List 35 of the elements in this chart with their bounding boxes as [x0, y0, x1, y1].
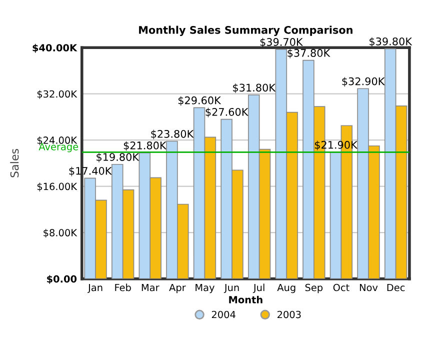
data-label: $21.80K — [124, 141, 167, 151]
ref-line-label: Average — [38, 143, 78, 152]
data-label: $39.70K — [260, 38, 304, 48]
x-tick-label: Apr — [169, 284, 186, 294]
chart-title: Monthly Sales Summary Comparison — [139, 26, 352, 36]
x-axis-title: Month — [229, 296, 262, 304]
x-tick-label: Jul — [252, 284, 264, 293]
data-label: $39.80K — [370, 37, 412, 47]
y-tick-label: $8.00K — [44, 228, 78, 238]
x-tick-label: Dec — [387, 284, 405, 292]
data-label: $27.60K — [206, 108, 248, 118]
legend-label: 2003 — [277, 310, 301, 318]
x-tick-label: Jun — [224, 284, 239, 293]
x-tick-label: Feb — [115, 284, 131, 292]
y-tick-label: $24.00K — [37, 136, 78, 146]
x-tick-label: Jan — [88, 284, 102, 293]
legend-label: 2004 — [212, 310, 236, 318]
x-tick-label: Oct — [333, 284, 350, 292]
x-tick-label: Aug — [277, 284, 296, 294]
y-tick-label: $32.00K — [37, 90, 78, 99]
data-label: $37.80K — [288, 48, 330, 58]
data-label: $31.80K — [233, 84, 276, 93]
x-tick-label: May — [196, 284, 214, 294]
data-label: $23.80K — [151, 130, 194, 140]
x-tick-label: Sep — [305, 284, 323, 294]
y-tick-label: $40.00K — [32, 44, 78, 53]
data-label: $29.60K — [178, 96, 222, 106]
y-tick-label: $0.00 — [47, 275, 77, 284]
data-label: $32.90K — [342, 77, 385, 87]
y-tick-label: $16.00K — [37, 182, 78, 192]
data-label: $19.80K — [96, 152, 140, 162]
data-label: $21.90K — [314, 140, 358, 150]
y-axis-title: Sales — [10, 148, 19, 178]
x-tick-label: Nov — [360, 284, 378, 292]
x-tick-label: Mar — [142, 284, 160, 292]
